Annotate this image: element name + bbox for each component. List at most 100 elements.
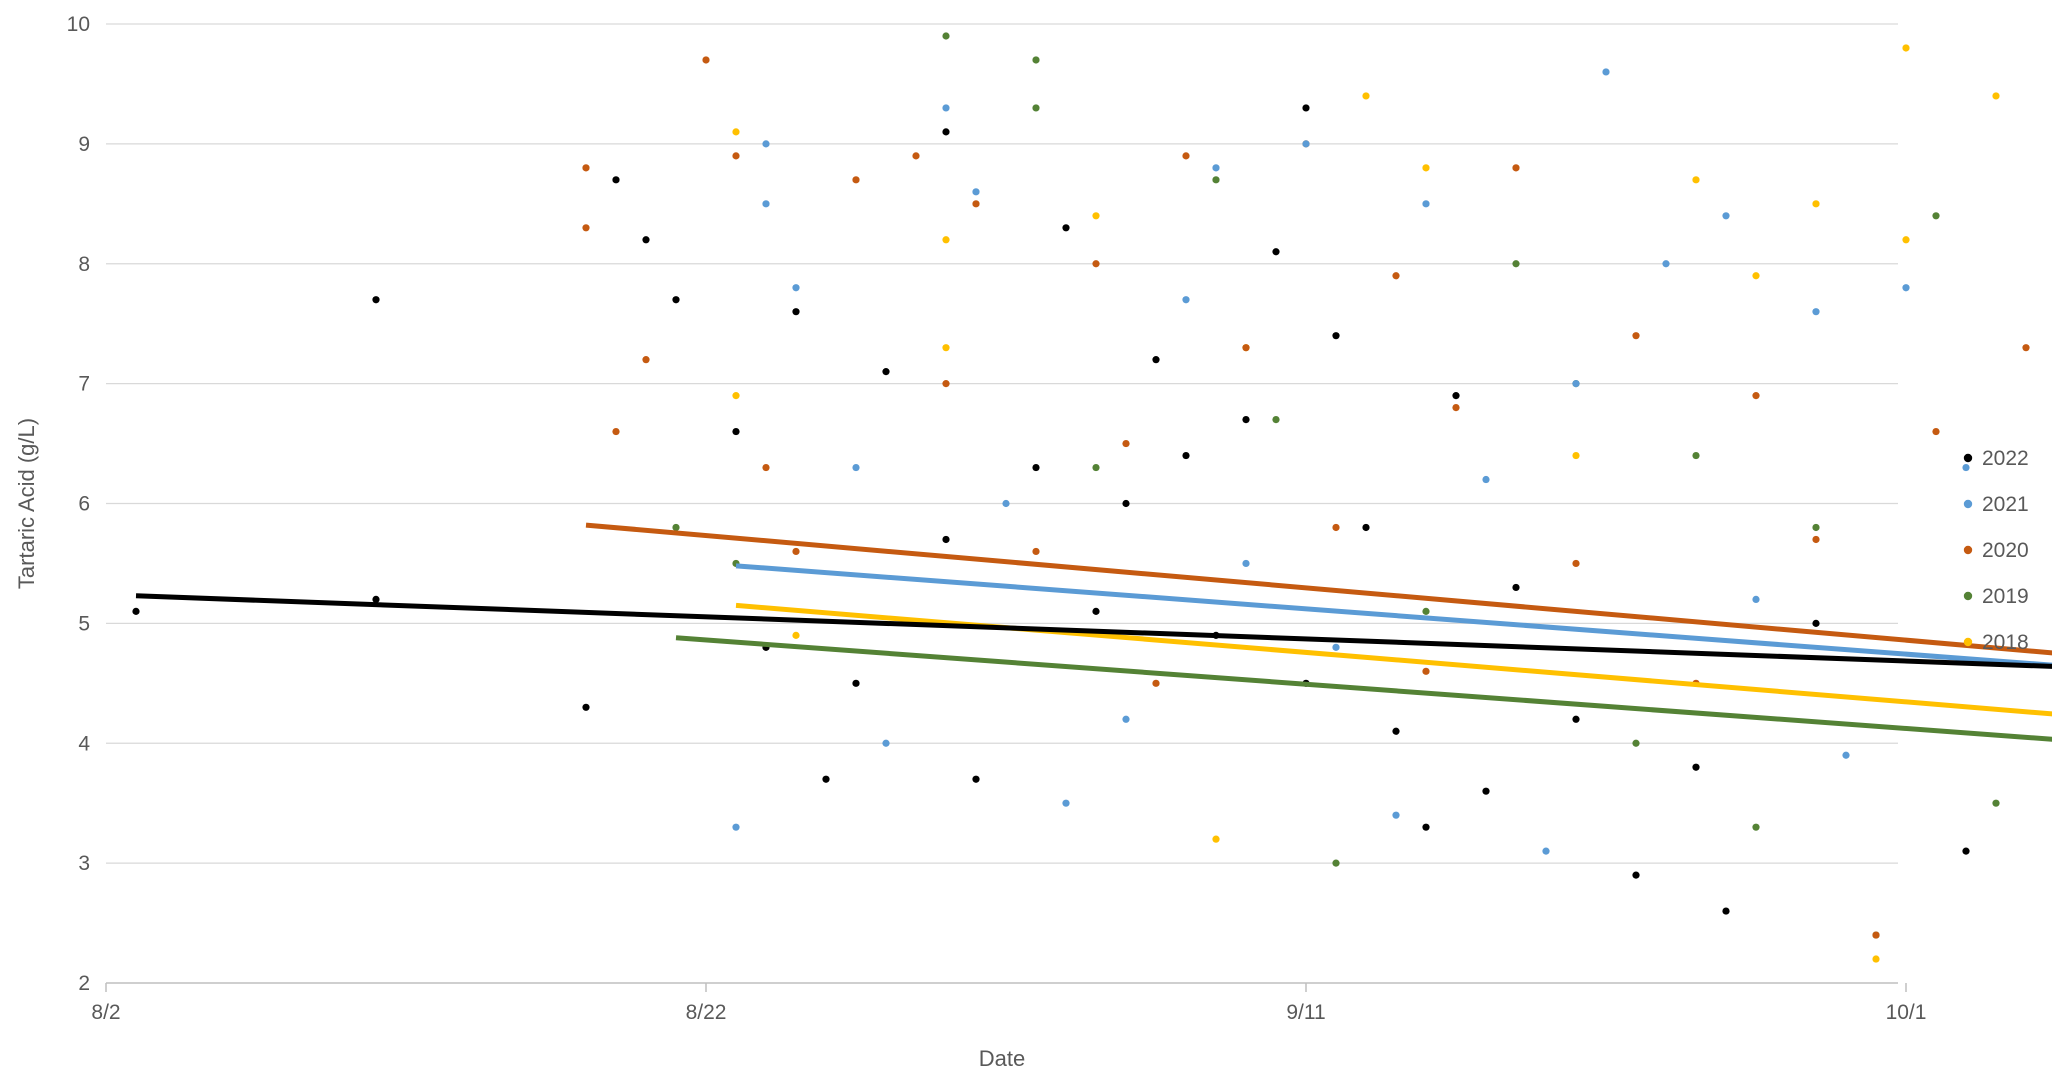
x-tick-label: 9/11 bbox=[1286, 1001, 1325, 1024]
data-point-2019 bbox=[1932, 212, 1940, 220]
data-point-2021 bbox=[1122, 715, 1130, 723]
data-point-2022 bbox=[1062, 224, 1070, 232]
data-point-2022 bbox=[1242, 415, 1250, 424]
data-point-2022 bbox=[1422, 823, 1430, 831]
data-point-2020 bbox=[1242, 344, 1250, 352]
data-point-2020 bbox=[762, 463, 770, 472]
data-point-2022 bbox=[1812, 619, 1820, 627]
data-point-2021 bbox=[1812, 308, 1820, 316]
data-point-2022 bbox=[882, 368, 890, 376]
data-point-2021 bbox=[1842, 751, 1850, 759]
data-point-2021 bbox=[1662, 260, 1670, 268]
y-tick-label: 4 bbox=[78, 732, 90, 755]
data-point-2022 bbox=[1962, 847, 1970, 855]
data-point-2021 bbox=[762, 200, 770, 208]
data-point-2020 bbox=[1812, 535, 1820, 544]
data-point-2022 bbox=[1482, 787, 1490, 795]
data-point-2018 bbox=[1572, 451, 1580, 460]
data-point-2018 bbox=[732, 392, 740, 400]
data-point-2022 bbox=[1302, 104, 1310, 112]
data-point-2022 bbox=[732, 427, 740, 436]
data-point-2021 bbox=[1392, 811, 1400, 819]
trendline-2019 bbox=[675, 635, 2052, 742]
data-point-2019 bbox=[1272, 415, 1280, 424]
x-tick-label: 8/22 bbox=[686, 1001, 727, 1024]
legend-label-2019: 2019 bbox=[1982, 585, 2029, 608]
data-point-2021 bbox=[1752, 595, 1760, 604]
data-point-2019 bbox=[1212, 176, 1220, 184]
data-point-2021 bbox=[942, 104, 950, 112]
data-point-2020 bbox=[1512, 164, 1520, 172]
data-point-2018 bbox=[1902, 44, 1910, 52]
gridlines bbox=[106, 23, 1898, 864]
data-point-2022 bbox=[1392, 727, 1400, 735]
data-point-2020 bbox=[1392, 272, 1400, 280]
data-point-2022 bbox=[1692, 763, 1700, 771]
legend: 2022 2021 2020 2019 2018 bbox=[1963, 447, 2029, 654]
data-point-2020 bbox=[1092, 260, 1100, 268]
data-point-2022 bbox=[1152, 356, 1160, 364]
data-point-2020 bbox=[582, 164, 590, 172]
data-point-2018 bbox=[1692, 176, 1700, 184]
legend-marker-2019 bbox=[1963, 591, 1973, 601]
data-point-2021 bbox=[1572, 380, 1580, 388]
legend-marker-2022 bbox=[1963, 453, 1973, 463]
x-tick-label: 10/1 bbox=[1886, 1001, 1927, 1024]
data-points bbox=[132, 32, 2030, 963]
data-point-2022 bbox=[1272, 248, 1280, 256]
data-point-2020 bbox=[912, 152, 920, 160]
data-point-2020 bbox=[1452, 404, 1460, 412]
data-point-2022 bbox=[372, 296, 380, 304]
data-point-2022 bbox=[372, 595, 380, 604]
data-point-2022 bbox=[1362, 523, 1370, 532]
data-point-2022 bbox=[822, 775, 830, 783]
data-point-2021 bbox=[1182, 296, 1190, 304]
data-point-2019 bbox=[1422, 607, 1430, 615]
data-point-2022 bbox=[1632, 871, 1640, 879]
data-point-2022 bbox=[1182, 451, 1190, 460]
trendline-2020 bbox=[585, 522, 2052, 656]
trendlines bbox=[135, 522, 2052, 742]
data-point-2020 bbox=[642, 356, 650, 364]
data-point-2022 bbox=[1452, 392, 1460, 400]
data-point-2019 bbox=[1692, 451, 1700, 460]
data-point-2018 bbox=[1872, 955, 1880, 963]
data-point-2022 bbox=[1122, 499, 1130, 508]
legend-label-2020: 2020 bbox=[1982, 539, 2029, 562]
data-point-2021 bbox=[1482, 475, 1490, 484]
data-point-2022 bbox=[942, 128, 950, 136]
data-point-2022 bbox=[582, 703, 590, 711]
data-point-2020 bbox=[1152, 679, 1160, 687]
data-point-2022 bbox=[852, 679, 860, 687]
data-point-2020 bbox=[972, 200, 980, 208]
trendline-2022 bbox=[135, 593, 2052, 669]
data-point-2021 bbox=[1602, 68, 1610, 76]
data-point-2021 bbox=[792, 284, 800, 292]
data-point-2022 bbox=[1572, 715, 1580, 723]
data-point-2018 bbox=[1092, 212, 1100, 220]
data-point-2019 bbox=[1332, 859, 1340, 867]
trendline-2018 bbox=[735, 602, 2052, 717]
data-point-2018 bbox=[1752, 272, 1760, 280]
data-point-2022 bbox=[612, 176, 620, 184]
legend-label-2022: 2022 bbox=[1982, 447, 2029, 470]
x-axis-title: Date bbox=[979, 1046, 1025, 1071]
data-point-2020 bbox=[1182, 152, 1190, 160]
data-point-2020 bbox=[582, 224, 590, 232]
data-point-2020 bbox=[852, 176, 860, 184]
data-point-2022 bbox=[972, 775, 980, 783]
data-point-2018 bbox=[732, 128, 740, 136]
data-point-2020 bbox=[732, 152, 740, 160]
data-point-2021 bbox=[732, 823, 740, 831]
y-tick-label: 5 bbox=[78, 612, 90, 635]
data-point-2022 bbox=[1512, 583, 1520, 592]
data-point-2020 bbox=[612, 427, 620, 436]
data-point-2018 bbox=[792, 631, 800, 639]
y-tick-label: 2 bbox=[78, 972, 90, 995]
y-tick-label: 8 bbox=[78, 253, 90, 276]
data-point-2022 bbox=[792, 308, 800, 316]
data-point-2021 bbox=[1212, 164, 1220, 172]
data-point-2020 bbox=[1752, 392, 1760, 400]
